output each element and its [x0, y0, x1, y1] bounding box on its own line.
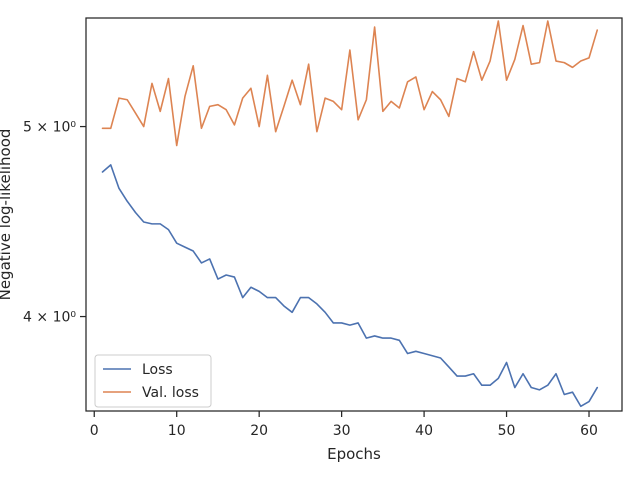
series-layer — [101, 20, 599, 408]
legend-box — [94, 354, 212, 408]
x-tick-label: 0 — [90, 423, 99, 439]
legend-label: Loss — [142, 362, 173, 378]
x-axis-label: Epochs — [327, 445, 381, 463]
y-axis-ticks: 4 × 10⁰ 5 × 10⁰ — [23, 120, 86, 326]
x-tick-label: 60 — [580, 423, 598, 439]
plot-frame — [85, 17, 623, 412]
legend: Loss Val. loss — [94, 354, 212, 408]
plot-area — [85, 17, 623, 412]
x-tick-label: 20 — [250, 423, 268, 439]
y-tick-label: 5 × 10⁰ — [23, 120, 76, 136]
series-line-loss — [101, 164, 599, 408]
x-axis-ticks: 0 10 20 30 40 50 60 — [90, 411, 598, 439]
x-tick-label: 40 — [415, 423, 433, 439]
series-line-val-loss — [101, 20, 599, 147]
legend-label: Val. loss — [142, 385, 199, 401]
y-tick-label: 4 × 10⁰ — [23, 310, 76, 326]
x-tick-label: 10 — [168, 423, 186, 439]
y-axis-label: Negative log-likelihood — [0, 129, 14, 301]
x-tick-label: 30 — [333, 423, 351, 439]
x-tick-label: 50 — [498, 423, 516, 439]
